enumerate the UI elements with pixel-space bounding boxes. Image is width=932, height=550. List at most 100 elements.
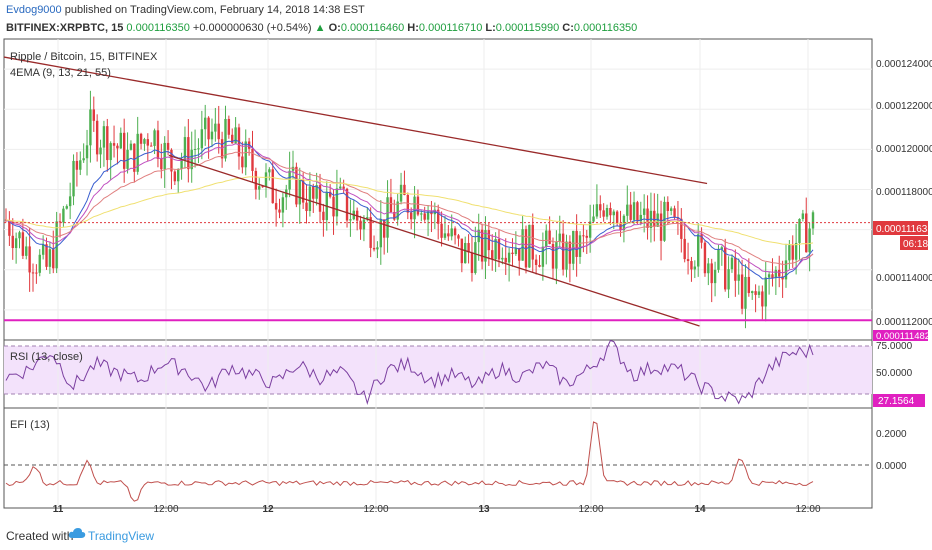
candle-body [231, 134, 234, 144]
candle-body [440, 223, 443, 238]
candle-body [322, 211, 325, 221]
rsi-y-tick: 50.0000 [876, 368, 913, 379]
candle-body [605, 207, 609, 217]
candle-body [680, 218, 683, 239]
candle-body [794, 242, 798, 260]
candle-body [68, 196, 72, 207]
candle-body [345, 188, 349, 221]
candle-body [146, 139, 150, 146]
candle-body [450, 228, 453, 237]
candle-body [653, 210, 656, 227]
candle-body [305, 202, 308, 212]
chart-canvas[interactable]: Ripple / Bitcoin, 15, BITFINEX 4EMA (9, … [0, 38, 932, 520]
candle-body [514, 248, 518, 255]
candle-body [497, 239, 501, 260]
candle-body [28, 246, 31, 273]
candle-body [639, 214, 642, 222]
author-link[interactable]: Evdog9000 [6, 4, 62, 16]
candle-body [696, 234, 700, 267]
candle-body [288, 170, 291, 190]
candle-body [261, 186, 264, 188]
candle-body [420, 213, 423, 215]
candle-body [251, 148, 254, 171]
ema-line [5, 151, 814, 265]
candle-body [75, 160, 79, 170]
candle-body [595, 204, 599, 217]
candle-body [386, 197, 389, 238]
trendlines[interactable] [3, 56, 708, 327]
candle-body [751, 291, 754, 294]
candle-body [778, 269, 781, 277]
candle-body [453, 228, 457, 236]
candle-body [798, 218, 801, 243]
x-tick-label: 14 [694, 504, 706, 515]
candle-body [62, 208, 65, 223]
rsi-path [5, 339, 814, 406]
candle-body [48, 249, 52, 267]
candle-body [204, 117, 207, 130]
candle-body [649, 210, 653, 229]
candle-body [369, 217, 372, 248]
candle-body [166, 142, 170, 150]
ema-indicator-title: 4EMA (9, 13, 21, 55) [10, 67, 111, 79]
candle-body [72, 160, 75, 197]
candle-body [318, 185, 322, 212]
candle-body [582, 235, 585, 237]
high-label: H: [407, 22, 419, 34]
candle-body [521, 229, 524, 261]
candle-body [585, 235, 588, 238]
candle-body [220, 139, 224, 159]
candle-body [629, 204, 632, 220]
candle-body [669, 208, 673, 211]
candle-body [38, 254, 41, 273]
candle-body [507, 252, 511, 263]
candle-body [430, 211, 433, 215]
candle-body [45, 244, 48, 267]
candle-body [737, 274, 740, 281]
candle-body [207, 117, 210, 140]
ema-line [5, 143, 814, 274]
candle-body [491, 250, 494, 260]
candle-body [349, 219, 352, 221]
x-axis[interactable]: 11 12:00 12 12:00 13 12:00 14 12:00 [53, 504, 821, 515]
candle-body [700, 234, 703, 243]
candle-body [531, 224, 534, 260]
candle-body [551, 244, 555, 269]
candle-body [41, 244, 45, 255]
candle-body [359, 220, 362, 230]
candle-body [339, 186, 342, 189]
tradingview-link[interactable]: TradingView [88, 529, 155, 543]
candle-body [65, 206, 68, 209]
candle-body [187, 137, 190, 170]
candle-body [393, 212, 396, 220]
candle-body [673, 208, 676, 218]
candle-body [555, 241, 558, 269]
candle-body [200, 129, 204, 149]
candle-body [133, 143, 136, 172]
tradingview-cloud-icon[interactable] [68, 526, 86, 540]
candle-body [474, 242, 477, 273]
low-value: 0.000115990 [495, 22, 560, 34]
support-badge-text: 0.0001114823 [876, 331, 932, 342]
candle-body [197, 148, 200, 150]
candle-body [659, 213, 663, 241]
last-price: 0.000116350 [126, 22, 190, 34]
candle-body [511, 252, 514, 255]
candle-body [116, 145, 119, 149]
candle-body [109, 143, 112, 161]
candle-body [143, 139, 146, 144]
candle-body [31, 272, 35, 274]
candle-body [58, 221, 62, 223]
candle-body [703, 242, 707, 274]
candle-body [153, 130, 156, 146]
candle-body [190, 149, 193, 170]
candle-body [426, 211, 430, 220]
candle-body [447, 233, 450, 237]
candle-body [693, 266, 697, 270]
candle-body [710, 263, 713, 284]
candle-body [413, 196, 416, 220]
candle-body [149, 145, 153, 147]
candle-body [538, 264, 541, 267]
